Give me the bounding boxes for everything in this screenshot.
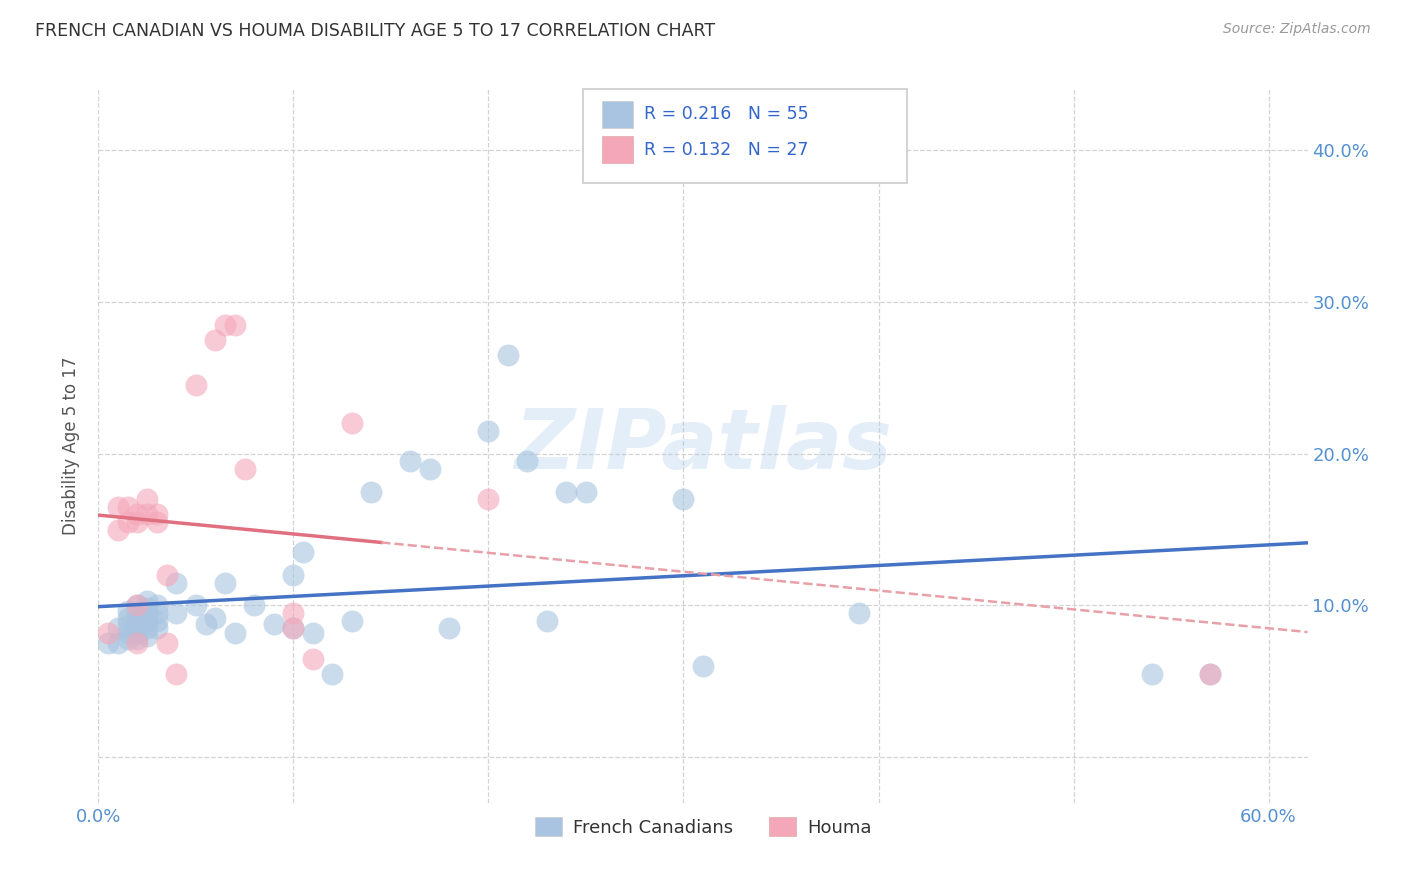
Point [127, 606, 149, 620]
Point [117, 500, 139, 514]
Point [439, 621, 461, 635]
Point [165, 606, 187, 620]
Point [214, 575, 236, 590]
Legend: French Canadians, Houma: French Canadians, Houma [527, 810, 879, 844]
Point [1140, 666, 1163, 681]
Point [127, 636, 149, 650]
Text: R = 0.132   N = 27: R = 0.132 N = 27 [644, 141, 808, 159]
Point [672, 492, 695, 507]
Text: R = 0.216   N = 55: R = 0.216 N = 55 [644, 105, 808, 123]
Point [127, 620, 149, 634]
Point [263, 616, 285, 631]
Point [136, 492, 159, 507]
Point [283, 621, 305, 635]
Y-axis label: Disability Age 5 to 17: Disability Age 5 to 17 [62, 357, 80, 535]
Point [165, 575, 187, 590]
Point [194, 616, 217, 631]
Point [204, 610, 226, 624]
Point [292, 545, 315, 559]
Point [107, 621, 129, 635]
Point [204, 333, 226, 347]
Point [477, 492, 499, 507]
Point [516, 454, 538, 468]
Point [117, 515, 139, 529]
Point [156, 636, 179, 650]
Point [127, 625, 149, 640]
Point [156, 568, 179, 582]
Point [136, 610, 159, 624]
Point [127, 599, 149, 613]
Point [214, 318, 236, 332]
Point [117, 632, 139, 646]
Point [117, 625, 139, 640]
Point [97, 636, 120, 650]
Point [692, 659, 714, 673]
Point [575, 484, 598, 499]
Point [136, 629, 159, 643]
Point [127, 508, 149, 522]
Point [146, 599, 169, 613]
Point [146, 606, 169, 620]
Point [399, 454, 422, 468]
Point [117, 605, 139, 619]
Point [848, 606, 870, 620]
Point [224, 625, 246, 640]
Point [283, 568, 305, 582]
Point [107, 500, 129, 514]
Point [136, 606, 159, 620]
Point [136, 508, 159, 522]
Point [283, 621, 305, 635]
Point [340, 416, 363, 430]
Point [127, 632, 149, 646]
Point [146, 614, 169, 628]
Point [555, 484, 578, 499]
Point [184, 378, 207, 392]
Point [536, 614, 558, 628]
Point [496, 348, 519, 362]
Point [117, 618, 139, 632]
Point [117, 610, 139, 624]
Point [419, 462, 441, 476]
Text: Source: ZipAtlas.com: Source: ZipAtlas.com [1223, 22, 1371, 37]
Point [127, 515, 149, 529]
Point [477, 424, 499, 438]
Point [302, 651, 325, 665]
Point [127, 599, 149, 613]
Text: ZIPatlas: ZIPatlas [515, 406, 891, 486]
Point [146, 621, 169, 635]
Point [321, 666, 343, 681]
Point [146, 508, 169, 522]
Point [243, 599, 266, 613]
Point [146, 515, 169, 529]
Point [1199, 666, 1222, 681]
Text: FRENCH CANADIAN VS HOUMA DISABILITY AGE 5 TO 17 CORRELATION CHART: FRENCH CANADIAN VS HOUMA DISABILITY AGE … [35, 22, 716, 40]
Point [136, 621, 159, 635]
Point [97, 625, 120, 640]
Point [165, 666, 187, 681]
Point [107, 523, 129, 537]
Point [224, 318, 246, 332]
Point [136, 601, 159, 615]
Point [302, 625, 325, 640]
Point [136, 594, 159, 608]
Point [127, 614, 149, 628]
Point [360, 484, 382, 499]
Point [340, 614, 363, 628]
Point [283, 606, 305, 620]
Point [136, 614, 159, 628]
Point [107, 636, 129, 650]
Point [233, 462, 256, 476]
Point [1199, 666, 1222, 681]
Point [184, 599, 207, 613]
